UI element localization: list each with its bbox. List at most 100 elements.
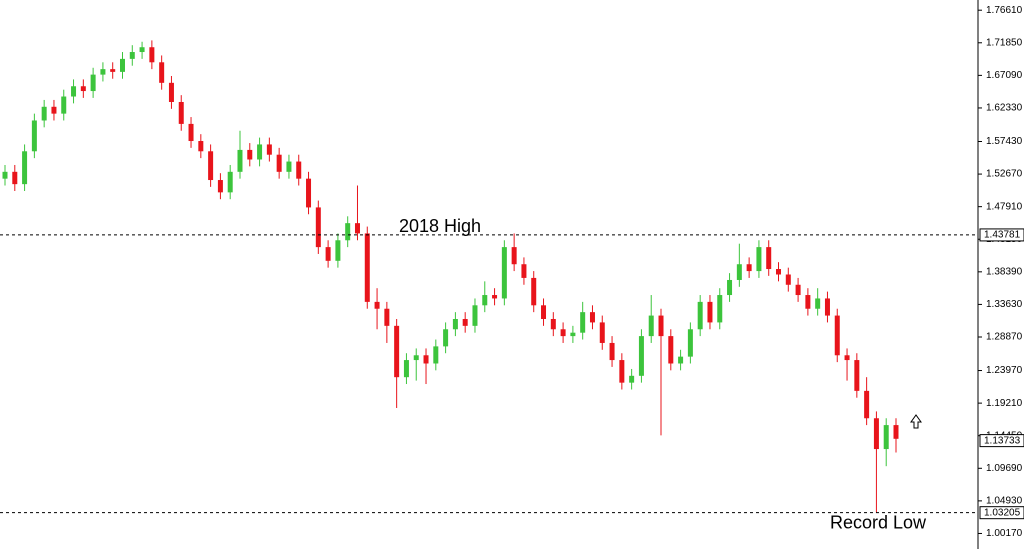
- candle-body: [345, 223, 351, 241]
- candle-body: [589, 312, 595, 323]
- candle-body: [795, 284, 801, 296]
- candle-body: [119, 58, 125, 72]
- candle-body: [511, 247, 517, 265]
- candle-body: [707, 301, 713, 323]
- candle-body: [403, 360, 409, 378]
- candle-body: [227, 171, 233, 193]
- candle-body: [247, 149, 253, 160]
- candle-body: [658, 315, 664, 337]
- y-tick-label: 1.28870: [986, 332, 1023, 343]
- last-price-label: 1.13733: [984, 435, 1021, 446]
- y-tick-label: 1.19210: [986, 398, 1023, 409]
- candle-body: [276, 154, 282, 172]
- candle-body: [834, 315, 840, 356]
- candle-body: [717, 295, 723, 323]
- candle-body: [570, 332, 576, 337]
- candle-body: [325, 247, 331, 261]
- candle-body: [776, 269, 782, 275]
- y-tick-label: 1.38390: [986, 266, 1023, 277]
- candle-body: [531, 277, 537, 306]
- candle-body: [785, 274, 791, 285]
- candle-body: [266, 144, 272, 155]
- annotation: Record Low: [830, 513, 927, 533]
- candle-body: [306, 178, 312, 208]
- y-tick-label: 1.04930: [986, 496, 1023, 507]
- last-price-box: [979, 434, 1024, 448]
- candle-body: [423, 355, 429, 364]
- candle-body: [883, 425, 889, 450]
- price-box-label: 1.43781: [984, 230, 1021, 241]
- candle-body: [22, 151, 28, 185]
- candle-body: [354, 223, 360, 234]
- y-tick-label: 1.47910: [986, 201, 1023, 212]
- candle-body: [80, 86, 86, 92]
- candle-body: [413, 355, 419, 361]
- candle-body: [599, 322, 605, 343]
- candle-body: [541, 305, 547, 319]
- candle-body: [521, 264, 527, 278]
- candle-body: [619, 360, 625, 383]
- y-tick-label: 1.52670: [986, 169, 1023, 180]
- candle-body: [296, 161, 302, 179]
- candle-body: [364, 233, 370, 302]
- candle-body: [648, 315, 654, 337]
- candle-body: [550, 318, 556, 330]
- candle-body: [482, 295, 488, 306]
- y-tick-label: 1.57430: [986, 136, 1023, 147]
- candle-body: [286, 161, 292, 172]
- candle-body: [472, 305, 478, 326]
- candle-body: [452, 318, 458, 330]
- candle-body: [756, 247, 762, 272]
- candle-body: [384, 308, 390, 326]
- y-tick-label: 1.67090: [986, 70, 1023, 81]
- candle-body: [129, 52, 135, 59]
- candle-body: [41, 106, 47, 121]
- candle-body: [149, 47, 155, 63]
- candle-body: [864, 390, 870, 419]
- candle-body: [746, 264, 752, 272]
- candle-body: [560, 329, 566, 337]
- candle-body: [198, 141, 204, 152]
- candle-body: [727, 279, 733, 296]
- candle-body: [110, 69, 116, 72]
- candle-body: [609, 342, 615, 361]
- y-tick-label: 1.33630: [986, 299, 1023, 310]
- candle-body: [71, 86, 77, 97]
- candle-body: [237, 149, 243, 172]
- candle-body: [873, 418, 879, 450]
- candle-body: [580, 312, 586, 333]
- candle-body: [315, 207, 321, 248]
- candle-body: [815, 298, 821, 309]
- y-tick-label: 1.71850: [986, 37, 1023, 48]
- candle-body: [394, 325, 400, 378]
- y-tick-label: 1.62330: [986, 103, 1023, 114]
- candle-body: [2, 171, 8, 179]
- candle-body: [12, 171, 18, 185]
- candle-body: [443, 329, 449, 347]
- candle-body: [844, 355, 850, 361]
- candle-body: [374, 301, 380, 309]
- candle-body: [638, 336, 644, 376]
- candle-body: [208, 151, 214, 181]
- candle-body: [501, 247, 507, 299]
- candle-body: [462, 318, 468, 326]
- y-tick-label: 1.09690: [986, 463, 1023, 474]
- candle-body: [824, 298, 830, 316]
- y-tick-label: 1.00170: [986, 528, 1023, 539]
- candle-body: [492, 295, 498, 299]
- candle-body: [668, 336, 674, 364]
- candle-body: [893, 425, 899, 439]
- candle-body: [159, 62, 165, 83]
- candle-body: [217, 180, 223, 193]
- candle-body: [736, 264, 742, 280]
- price-box: [979, 506, 1024, 520]
- candle-body: [678, 356, 684, 364]
- candle-body: [687, 329, 693, 357]
- candle-body: [168, 82, 174, 102]
- price-box: [979, 228, 1024, 242]
- y-tick-label: 1.23970: [986, 365, 1023, 376]
- candle-body: [697, 301, 703, 330]
- candle-body: [51, 106, 57, 114]
